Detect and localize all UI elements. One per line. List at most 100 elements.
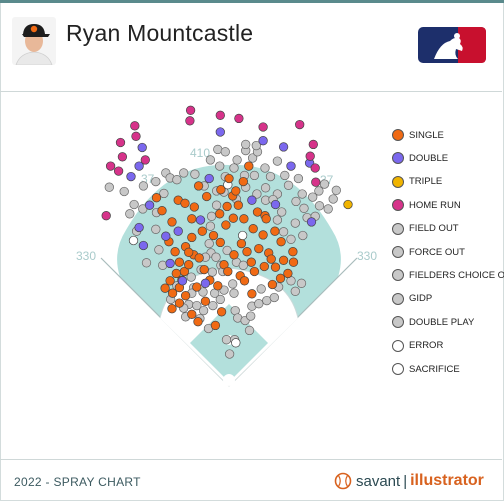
out-point[interactable] (319, 179, 330, 189)
home-run-point[interactable] (130, 121, 140, 131)
single-point[interactable] (288, 247, 298, 257)
out-point[interactable] (229, 163, 239, 173)
double-point[interactable] (126, 171, 136, 182)
single-point[interactable] (215, 237, 225, 248)
out-point[interactable] (154, 245, 164, 255)
single-point[interactable] (252, 207, 263, 217)
double-point[interactable] (215, 127, 225, 137)
out-point[interactable] (278, 227, 289, 237)
single-point[interactable] (167, 217, 177, 227)
double-point[interactable] (270, 199, 281, 210)
single-point[interactable] (248, 224, 258, 234)
out-point[interactable] (228, 279, 238, 289)
single-point[interactable] (184, 260, 194, 270)
single-point[interactable] (174, 298, 185, 308)
home-run-point[interactable] (185, 105, 196, 115)
single-point[interactable] (238, 176, 248, 187)
single-point[interactable] (187, 214, 197, 224)
double-point[interactable] (173, 226, 183, 236)
single-point[interactable] (193, 317, 203, 327)
out-point[interactable] (314, 201, 325, 211)
single-point[interactable] (229, 250, 239, 260)
home-run-point[interactable] (101, 211, 111, 221)
single-point[interactable] (200, 296, 211, 306)
out-point[interactable] (238, 260, 248, 270)
single-point[interactable] (167, 304, 177, 314)
single-point[interactable] (247, 289, 257, 299)
out-point[interactable] (265, 171, 276, 182)
single-point[interactable] (270, 226, 280, 236)
legend-item-gidp[interactable]: GIDP (392, 290, 432, 308)
out-point[interactable] (125, 209, 135, 219)
out-point[interactable] (277, 207, 287, 217)
out-point[interactable] (221, 335, 232, 345)
out-point[interactable] (314, 186, 324, 196)
double-point[interactable] (134, 222, 144, 233)
home-run-point[interactable] (234, 113, 244, 124)
out-point[interactable] (254, 299, 264, 309)
single-point[interactable] (278, 255, 289, 265)
single-point[interactable] (170, 247, 180, 257)
out-point[interactable] (138, 181, 149, 191)
legend-item-double[interactable]: DOUBLE (392, 149, 448, 167)
out-point[interactable] (308, 192, 318, 202)
out-point[interactable] (159, 188, 169, 199)
single-point[interactable] (270, 262, 281, 272)
home-run-point[interactable] (215, 110, 225, 120)
double-point[interactable] (247, 195, 257, 205)
home-run-point[interactable] (115, 137, 126, 148)
single-point[interactable] (194, 253, 204, 263)
home-run-point[interactable] (113, 166, 124, 176)
out-point[interactable] (129, 199, 139, 210)
legend-item-field-out[interactable]: FIELD OUT (392, 220, 459, 238)
double-point[interactable] (258, 136, 268, 146)
single-point[interactable] (151, 193, 162, 203)
legend-item-single[interactable]: SINGLE (392, 126, 444, 144)
single-point[interactable] (180, 198, 190, 208)
single-point[interactable] (261, 214, 271, 224)
error-point[interactable] (237, 230, 248, 241)
double-point[interactable] (306, 217, 317, 227)
out-point[interactable] (246, 311, 256, 321)
single-point[interactable] (187, 309, 197, 319)
single-point[interactable] (187, 232, 197, 243)
out-point[interactable] (151, 176, 161, 187)
single-point[interactable] (165, 276, 175, 286)
single-point[interactable] (254, 243, 264, 254)
double-point[interactable] (134, 161, 144, 171)
out-point[interactable] (328, 194, 338, 204)
double-point[interactable] (177, 276, 188, 286)
double-point[interactable] (204, 173, 214, 184)
out-point[interactable] (141, 258, 152, 268)
double-point[interactable] (200, 278, 211, 288)
out-point[interactable] (323, 204, 333, 214)
legend-item-fc-out[interactable]: FIELDERS CHOICE OUT (392, 266, 504, 284)
home-run-point[interactable] (295, 119, 305, 130)
single-point[interactable] (216, 185, 226, 195)
out-point[interactable] (220, 147, 230, 157)
out-point[interactable] (272, 156, 283, 166)
single-point[interactable] (223, 266, 233, 277)
error-point[interactable] (128, 235, 139, 246)
out-point[interactable] (299, 203, 309, 213)
out-point[interactable] (119, 186, 129, 197)
single-point[interactable] (180, 291, 191, 301)
out-point[interactable] (291, 196, 301, 207)
out-point[interactable] (260, 163, 270, 173)
out-point[interactable] (211, 200, 222, 210)
out-point[interactable] (298, 230, 308, 241)
out-point[interactable] (260, 183, 271, 193)
double-point[interactable] (165, 258, 175, 269)
home-run-point[interactable] (258, 122, 268, 132)
out-point[interactable] (215, 161, 225, 171)
single-point[interactable] (288, 257, 299, 267)
single-point[interactable] (276, 237, 286, 247)
single-point[interactable] (213, 281, 223, 291)
out-point[interactable] (232, 155, 242, 165)
home-run-point[interactable] (311, 177, 321, 187)
out-point[interactable] (297, 189, 307, 199)
out-point[interactable] (331, 185, 341, 195)
out-point[interactable] (205, 155, 216, 165)
out-point[interactable] (151, 224, 161, 234)
error-point[interactable] (231, 338, 241, 348)
